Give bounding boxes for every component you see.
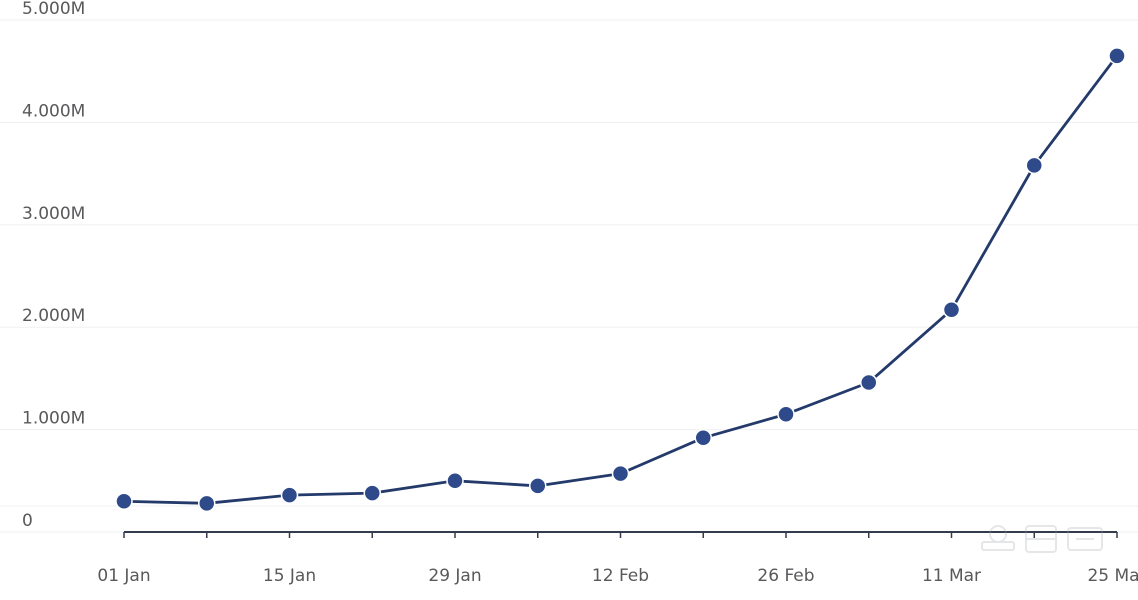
- y-tick-label: 5.000M: [22, 0, 85, 19]
- y-tick-label: 3.000M: [22, 204, 85, 224]
- data-point: [198, 494, 216, 513]
- data-point: [1108, 47, 1126, 65]
- data-point: [694, 429, 712, 447]
- data-point: [363, 484, 381, 502]
- y-tick-label: 0: [22, 511, 33, 531]
- data-point: [942, 301, 961, 319]
- watermark-logo-icon: [981, 525, 1103, 553]
- x-tick-label: 29 Jan: [428, 566, 481, 586]
- x-tick-label: 25 Mar: [1087, 566, 1138, 586]
- y-tick-label: 4.000M: [22, 101, 85, 121]
- x-tick-label: 26 Feb: [757, 566, 814, 586]
- data-point: [1025, 156, 1043, 175]
- series-line-layer: [123, 54, 1119, 505]
- data-point: [860, 373, 878, 392]
- data-point: [529, 477, 547, 495]
- data-point: [446, 472, 464, 490]
- y-axis-tick-labels: 0 1.000M 2.000M 3.000M 4.000M 5.000M: [22, 0, 85, 531]
- x-tick-label: 15 Jan: [263, 566, 316, 586]
- data-point: [777, 405, 795, 423]
- data-point: [280, 486, 299, 504]
- y-tick-label: 2.000M: [22, 306, 85, 326]
- x-tick-label: 11 Mar: [922, 566, 981, 586]
- y-tick-label: 1.000M: [22, 409, 85, 429]
- data-point: [611, 464, 630, 483]
- x-axis-tick-labels: 01 Jan 15 Jan 29 Jan 12 Feb 26 Feb 11 Mar 25 M…: [97, 566, 1138, 586]
- series-line: [123, 54, 1119, 505]
- data-points: [115, 47, 1126, 513]
- gridlines: [0, 19, 1138, 533]
- x-tick-label: 01 Jan: [97, 566, 150, 586]
- x-axis: [123, 531, 1118, 538]
- data-point: [115, 492, 133, 511]
- x-tick-label: 12 Feb: [592, 566, 649, 586]
